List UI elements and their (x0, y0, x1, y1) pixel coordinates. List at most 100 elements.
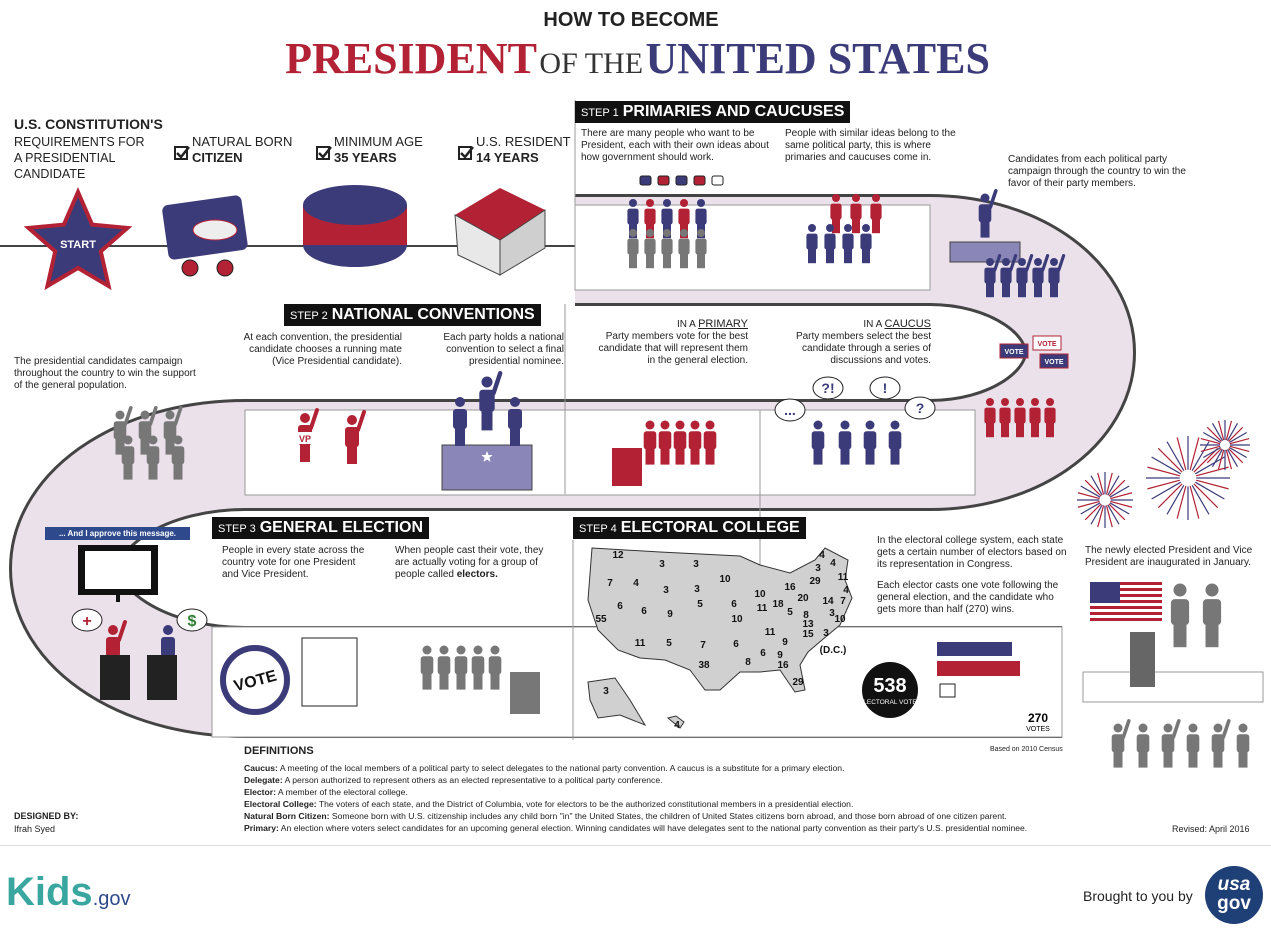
arm (356, 410, 366, 432)
state-electors: 3 (823, 628, 829, 639)
req-item: U.S. RESIDENT 14 YEARS (476, 134, 571, 166)
person-icon (1032, 254, 1050, 298)
kids-logo[interactable]: Kids.gov (6, 870, 131, 921)
win: 270 (1028, 711, 1048, 725)
legs (1016, 422, 1024, 438)
state-electors: 16 (784, 582, 796, 593)
firework-ray (1176, 485, 1187, 519)
body (1016, 267, 1028, 284)
body (661, 208, 673, 225)
arm (1009, 254, 1018, 272)
body (106, 637, 120, 657)
person-icon (298, 408, 319, 462)
body (695, 238, 707, 255)
body (627, 208, 639, 225)
head (1138, 723, 1148, 733)
prefix: IN A (676, 319, 696, 330)
head (646, 229, 654, 237)
state-electors: 6 (731, 599, 737, 610)
total-label: ELECTORAL VOTES (859, 699, 922, 706)
firework-ray (1147, 479, 1181, 490)
person-icon (896, 224, 908, 264)
brought-by: Brought to you by (1083, 888, 1193, 904)
state-electors: 15 (802, 629, 814, 640)
bubble-text: $ (188, 613, 197, 630)
legs (115, 438, 125, 455)
body (471, 656, 485, 675)
body (1236, 734, 1250, 753)
firework-ray (1151, 481, 1182, 500)
person-icon (984, 398, 996, 438)
definitions-heading: DEFINITIONS (244, 745, 314, 757)
legs (629, 253, 637, 269)
firework-ray (1206, 448, 1222, 464)
state-electors: 4 (819, 550, 825, 561)
legs (986, 422, 994, 438)
state-electors: 9 (777, 650, 783, 661)
person-icon (1111, 718, 1131, 768)
body (1048, 267, 1060, 284)
head (108, 625, 118, 635)
head (123, 435, 133, 445)
flag-stripe (1090, 612, 1162, 615)
census-note: Based on 2010 Census (990, 746, 1063, 753)
designer: Ifrah Syed (14, 824, 56, 834)
legs (675, 448, 685, 465)
state-electors: 4 (843, 585, 849, 596)
person-icon (1029, 398, 1041, 438)
firework-ray (1080, 502, 1101, 515)
legs (880, 248, 888, 264)
state-electors: 11 (757, 603, 768, 614)
legs (1002, 282, 1010, 298)
check (460, 146, 474, 159)
term: PRIMARY (698, 318, 748, 330)
person-icon (171, 435, 185, 480)
head (680, 199, 688, 207)
body (1161, 734, 1175, 753)
legs (1001, 422, 1009, 438)
state-electors: 10 (731, 614, 743, 625)
step-label: STEP 2 NATIONAL CONVENTIONS (284, 304, 541, 326)
bubble-text: ?! (821, 380, 834, 396)
person-icon (453, 397, 467, 446)
caucus-note: IN A CAUCUS Party members select the best… (795, 318, 931, 367)
head (697, 229, 705, 237)
state-electors: 3 (603, 686, 609, 697)
state-electors: 6 (617, 601, 623, 612)
firework-ray (1090, 475, 1103, 496)
legs (813, 448, 823, 465)
ballot-box (510, 672, 540, 714)
arm (1171, 718, 1181, 739)
step-number: STEP 1 (581, 107, 619, 119)
legs (422, 673, 432, 690)
head (473, 645, 483, 655)
head (629, 199, 637, 207)
legs (680, 253, 688, 269)
person-icon (138, 405, 158, 455)
firework-ray (1176, 437, 1187, 471)
usagov-logo[interactable]: usa gov (1205, 866, 1263, 924)
firework-ray (1189, 437, 1200, 471)
text: An election where voters select candidat… (280, 823, 1028, 833)
head (675, 420, 685, 430)
term: Natural Born Citizen: (244, 811, 330, 821)
person-icon (1044, 398, 1056, 438)
head (347, 415, 357, 425)
legs (123, 463, 133, 480)
head (1031, 398, 1039, 406)
body (678, 238, 690, 255)
definition: Caucus: A meeting of the local members o… (244, 762, 1027, 774)
legs (840, 448, 850, 465)
body (453, 409, 467, 429)
person-icon (437, 645, 451, 690)
state-electors: 3 (693, 559, 699, 570)
state-electors: 3 (694, 584, 700, 595)
state-electors: 5 (697, 599, 703, 610)
state-electors: 4 (674, 720, 680, 731)
head (844, 224, 852, 232)
speech-bubble (176, 608, 208, 632)
head (890, 420, 900, 430)
head (490, 645, 500, 655)
head (986, 258, 994, 266)
state-electors: 5 (666, 638, 672, 649)
